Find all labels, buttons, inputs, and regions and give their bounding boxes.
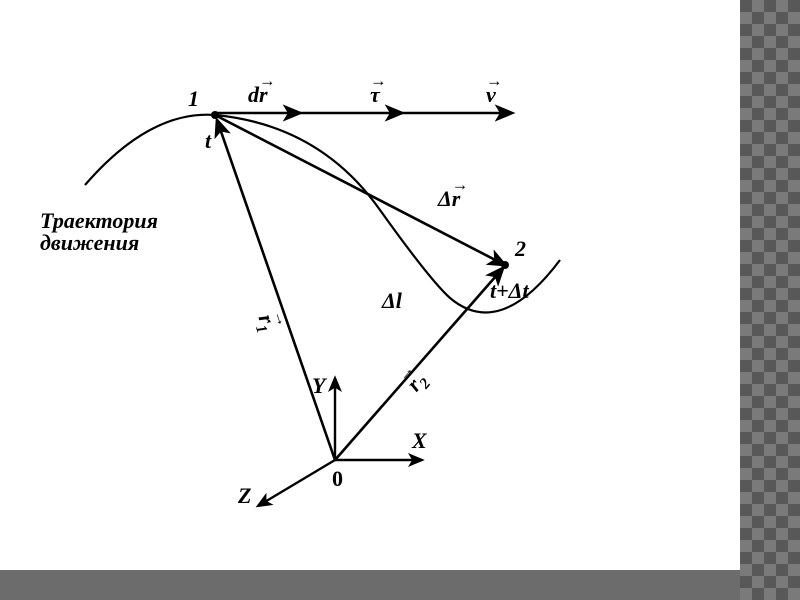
trajectory-label-2: движения bbox=[40, 230, 139, 255]
axis-y-label: Y bbox=[312, 375, 325, 397]
point-1 bbox=[211, 111, 219, 119]
v-label: v bbox=[486, 84, 496, 106]
dr-label: ddrr bbox=[248, 84, 268, 106]
time-tdt-label: t+Δt bbox=[490, 280, 529, 302]
time-t-label: t bbox=[205, 130, 211, 152]
delta-l-label: Δl bbox=[382, 290, 402, 312]
origin-label: 0 bbox=[332, 468, 343, 490]
point-2 bbox=[501, 261, 509, 269]
point-1-label: 1 bbox=[188, 88, 199, 110]
axis-z-label: Z bbox=[238, 485, 251, 507]
point-2-label: 2 bbox=[515, 238, 526, 260]
diagram-canvas: Траектория движения 1 t 2 t+Δt ddrr τ v … bbox=[0, 0, 740, 570]
slide-decor-strip bbox=[740, 0, 800, 600]
r1-vector bbox=[217, 120, 335, 460]
delta-r-label: Δr Δr bbox=[438, 188, 460, 210]
axis-x-label: X bbox=[412, 430, 427, 452]
tau-label: τ bbox=[370, 84, 380, 106]
axis-z bbox=[258, 460, 335, 506]
